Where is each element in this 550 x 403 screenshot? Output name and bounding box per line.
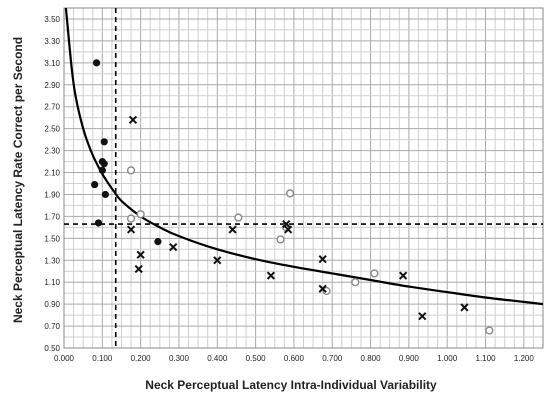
- x-marker-stroke: [126, 225, 136, 234]
- x-tick-label: 0.200: [131, 354, 152, 363]
- x-marker-stroke: [460, 303, 469, 312]
- open-circle-point: [126, 214, 136, 223]
- open-circle-point: [351, 278, 360, 287]
- open-circle-point: [370, 269, 379, 278]
- x-marker-point: [266, 271, 276, 280]
- x-tick-label: 1.200: [514, 354, 535, 363]
- plot-area: [63, 7, 544, 349]
- filled-circle-point: [98, 166, 106, 174]
- x-axis-title: Neck Perceptual Latency Intra-Individual…: [145, 378, 437, 392]
- filled-circle-point: [101, 190, 109, 199]
- x-marker-stroke: [399, 271, 408, 280]
- open-circle-point: [126, 166, 136, 175]
- x-marker-point: [128, 115, 138, 124]
- open-circle-point: [136, 210, 145, 219]
- x-marker-point: [418, 312, 427, 321]
- y-tick-label: 1.10: [44, 278, 60, 287]
- y-tick-label: 2.30: [44, 147, 60, 156]
- y-tick-label: 1.90: [44, 190, 60, 199]
- y-tick-label: 3.10: [44, 59, 60, 68]
- filled-circle-point: [94, 219, 103, 227]
- x-marker-point: [213, 256, 222, 265]
- x-marker-stroke: [318, 255, 327, 264]
- filled-circle-point: [100, 160, 108, 168]
- reference-lines: [64, 8, 543, 348]
- x-marker-stroke: [169, 242, 178, 252]
- x-marker-point: [282, 219, 291, 229]
- y-tick-label: 3.30: [44, 37, 60, 46]
- x-tick-label: 0.000: [54, 354, 75, 363]
- x-tick-label: 1.100: [476, 354, 497, 363]
- y-tick-label: 2.90: [44, 81, 60, 90]
- open-circle-point: [322, 286, 331, 296]
- x-tick-label: 0.500: [246, 354, 267, 363]
- x-tick-label: 0.700: [322, 354, 343, 363]
- x-marker-point: [318, 255, 327, 264]
- x-marker-stroke: [228, 225, 237, 234]
- y-tick-label: 1.30: [44, 256, 60, 265]
- y-tick-label: 2.70: [44, 103, 60, 112]
- x-marker-point: [169, 242, 178, 252]
- y-tick-label: 0.50: [44, 344, 60, 353]
- open-circle-point: [485, 326, 494, 335]
- open-circle-point: [234, 213, 243, 222]
- x-marker-stroke: [418, 312, 427, 321]
- y-tick-label: 1.70: [44, 212, 60, 221]
- grid: [63, 7, 544, 349]
- x-marker-stroke: [318, 284, 327, 293]
- x-tick-label: 1.000: [437, 354, 458, 363]
- x-marker-point: [228, 225, 237, 234]
- x-marker-stroke: [213, 256, 222, 265]
- filled-circle-point: [92, 59, 101, 67]
- x-marker-stroke: [266, 271, 276, 280]
- x-marker-point: [460, 303, 469, 312]
- y-tick-label: 0.90: [44, 300, 60, 309]
- x-marker-point: [284, 225, 293, 234]
- y-tick-label: 3.50: [44, 15, 60, 24]
- y-tick-label: 2.10: [44, 169, 60, 178]
- fit-curve: [64, 8, 543, 306]
- filled-circle-point: [100, 138, 108, 146]
- x-tick-label: 0.900: [399, 354, 420, 363]
- y-tick-label: 0.70: [44, 322, 60, 331]
- x-marker-stroke: [136, 250, 145, 259]
- x-marker-stroke: [134, 264, 143, 274]
- open-circle-point: [285, 189, 295, 198]
- x-tick-label: 0.300: [169, 354, 190, 363]
- x-tick-label: 0.800: [361, 354, 382, 363]
- filled-circle-point: [154, 238, 162, 246]
- data-points: [91, 59, 494, 335]
- x-marker-point: [136, 250, 145, 259]
- x-tick-label: 0.400: [207, 354, 228, 363]
- x-tick-label: 0.100: [92, 354, 113, 363]
- x-marker-point: [318, 284, 327, 293]
- y-axis-title: Neck Perceptual Latency Rate Correct per…: [11, 37, 25, 323]
- y-tick-label: 1.50: [44, 234, 60, 243]
- x-marker-point: [134, 264, 143, 274]
- x-marker-stroke: [128, 115, 138, 124]
- x-marker-stroke: [284, 225, 293, 234]
- open-circle-point: [276, 235, 285, 244]
- y-tick-label: 2.50: [44, 125, 60, 134]
- x-axis: 0.000 0.100 0.200 0.300 0.400 0.500 0.600 0.700…: [54, 354, 534, 363]
- filled-circle-point: [91, 180, 99, 189]
- y-axis: 0.50 0.70 0.90 1.10 1.30 1.50 1.70 1.90 2.10 2.30…: [44, 15, 60, 353]
- x-marker-point: [126, 225, 136, 234]
- x-tick-label: 0.600: [284, 354, 305, 363]
- x-marker-point: [399, 271, 408, 280]
- x-marker-stroke: [282, 219, 291, 229]
